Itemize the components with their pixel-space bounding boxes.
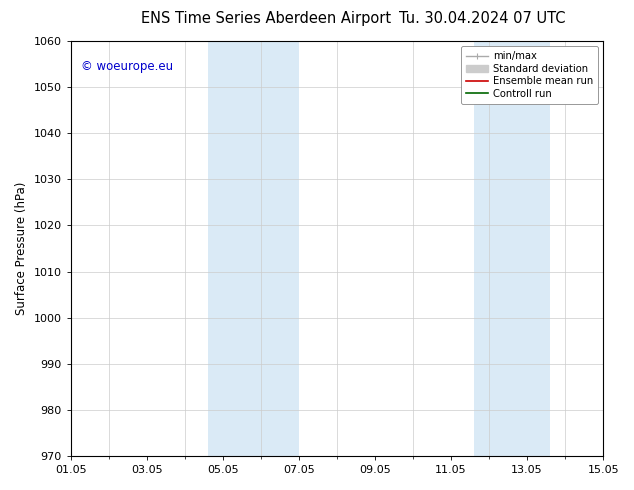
Text: ENS Time Series Aberdeen Airport: ENS Time Series Aberdeen Airport	[141, 11, 391, 26]
Bar	[474, 41, 550, 456]
Y-axis label: Surface Pressure (hPa): Surface Pressure (hPa)	[15, 182, 28, 315]
Text: Tu. 30.04.2024 07 UTC: Tu. 30.04.2024 07 UTC	[399, 11, 565, 26]
Legend: min/max, Standard deviation, Ensemble mean run, Controll run: min/max, Standard deviation, Ensemble me…	[461, 46, 598, 103]
Text: © woeurope.eu: © woeurope.eu	[81, 60, 174, 73]
Bar	[207, 41, 299, 456]
